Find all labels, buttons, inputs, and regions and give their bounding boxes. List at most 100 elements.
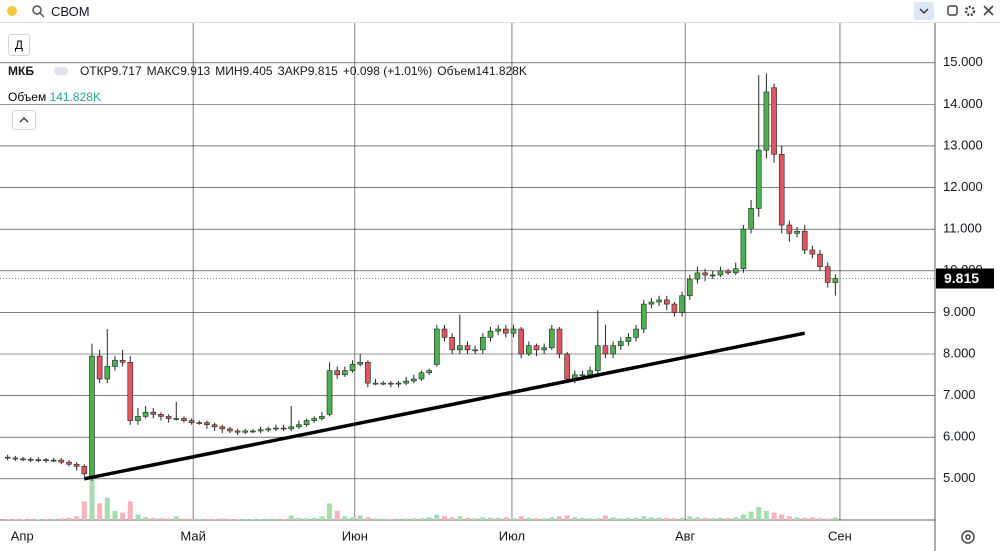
candle-body — [809, 249, 816, 255]
candle-body — [395, 382, 402, 385]
collapse-button[interactable] — [12, 110, 36, 130]
volume-bar — [710, 518, 716, 520]
volume-bar — [449, 517, 455, 520]
candle-body — [472, 349, 478, 352]
volume-bar — [396, 518, 402, 520]
volume-bar — [648, 517, 654, 520]
volume-bar — [288, 515, 294, 520]
candle-body — [709, 274, 716, 277]
interval-button[interactable]: Д — [8, 34, 30, 56]
volume-bar — [518, 516, 524, 520]
candle-body — [173, 418, 180, 420]
candle-body — [104, 366, 111, 380]
volume-bar — [388, 518, 394, 520]
close-label: ЗАКР — [277, 64, 308, 78]
volume-bar — [58, 518, 64, 520]
candle-body — [702, 272, 708, 276]
volume-bar — [380, 518, 386, 520]
candle-body — [594, 345, 601, 371]
volume-bar — [579, 517, 585, 520]
y-tick-label: 14.000 — [943, 96, 983, 111]
candle-body — [418, 372, 425, 380]
volume-bar — [641, 516, 647, 520]
candle-body — [411, 378, 417, 382]
change: +0.098 (+1.01%) — [342, 64, 433, 78]
volume-bar — [120, 512, 126, 520]
search-icon[interactable] — [31, 4, 45, 18]
volume-bar — [135, 514, 141, 520]
volume-bar — [664, 517, 670, 520]
candle-body — [96, 355, 103, 380]
legend: МКБ ОТКР 9.717 МАКС 9.913 МИН 9.405 ЗАКР 9.8… — [8, 64, 527, 78]
volume-value: 141.828K — [49, 90, 101, 104]
candle-body — [579, 374, 586, 377]
volume-bar — [411, 518, 417, 520]
volume-bar — [327, 503, 333, 520]
top-bar: СВОМ — [0, 0, 1000, 23]
y-tick-label: 15.000 — [943, 54, 983, 69]
volume-bar — [242, 518, 248, 520]
volume-bar — [610, 517, 616, 520]
volume-bar — [12, 519, 18, 520]
window-icons[interactable] — [942, 2, 1000, 20]
volume-bar — [181, 518, 187, 520]
volume-bar — [487, 517, 493, 520]
candle-body — [372, 382, 379, 385]
volume-bar — [43, 519, 49, 520]
candle-body — [66, 461, 72, 465]
volume-bar — [733, 517, 739, 520]
volume-bar — [549, 517, 555, 520]
volume-bar — [419, 518, 425, 520]
candle-body — [242, 430, 249, 433]
volume-bar — [173, 516, 179, 520]
candle-body — [334, 370, 341, 376]
candle-body — [181, 418, 187, 421]
candle-body — [801, 230, 808, 251]
volume-bar — [235, 519, 241, 520]
settings-icon[interactable] — [958, 527, 978, 547]
candle-body — [549, 328, 555, 349]
dropdown-button[interactable] — [914, 2, 934, 20]
volume-bar — [763, 510, 769, 520]
candle-body — [311, 418, 318, 421]
volume-bar — [779, 514, 785, 520]
y-tick-label: 9.000 — [943, 304, 976, 319]
volume-bar — [20, 519, 26, 520]
volume-bar — [526, 517, 532, 520]
volume-bar — [373, 518, 379, 520]
volume-bar — [319, 516, 325, 520]
candle-body — [824, 266, 831, 283]
candle-body — [119, 359, 126, 363]
volume-bar — [212, 518, 218, 520]
search-text[interactable]: СВОМ — [51, 3, 90, 19]
open-label: ОТКР — [79, 64, 112, 78]
volume-bar — [166, 518, 172, 520]
volume-bar — [127, 501, 133, 520]
volume-bar — [334, 510, 340, 520]
candle-body — [671, 303, 678, 313]
candle-body — [73, 463, 80, 467]
candle-body — [457, 345, 463, 351]
candle-body — [794, 230, 800, 234]
candle-body — [150, 411, 157, 415]
volume-bar — [702, 517, 708, 520]
volume-bar — [809, 517, 815, 520]
x-tick-label: Июл — [499, 528, 525, 543]
candle-body — [257, 429, 264, 432]
candle-body — [349, 364, 356, 371]
volume-bar — [533, 518, 539, 520]
candle-body — [50, 459, 57, 462]
volume-bar — [5, 518, 11, 520]
high-label: МАКС — [146, 64, 181, 78]
candle-body — [518, 328, 524, 355]
volume-bar — [150, 517, 156, 520]
x-tick-label: Авг — [675, 528, 696, 543]
volume-bar — [602, 515, 608, 520]
candle-body — [694, 272, 701, 280]
candle-body — [4, 456, 11, 459]
volume-bar — [771, 512, 777, 520]
candle-body — [27, 458, 34, 461]
candle-body — [35, 459, 42, 461]
candle-body — [426, 370, 432, 374]
